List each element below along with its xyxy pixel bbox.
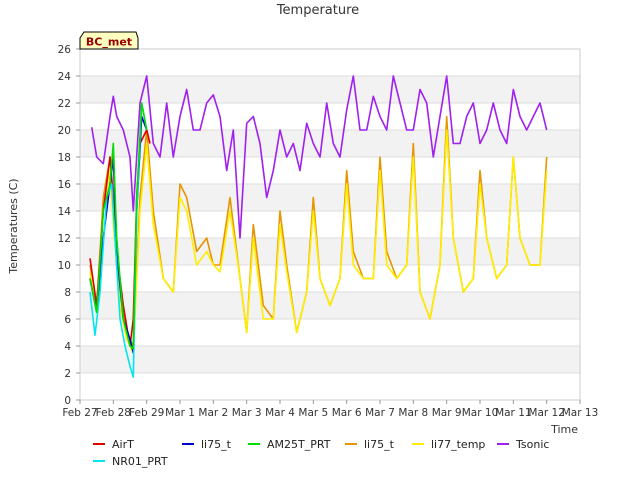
y-tick-label: 10: [58, 260, 71, 272]
legend-label: AirT: [112, 438, 134, 451]
legend-label: NR01_PRT: [112, 455, 168, 468]
y-tick-label: 18: [58, 152, 71, 164]
x-tick-label: Mar 11: [495, 407, 532, 419]
series-line: [90, 75, 548, 239]
grid-band: [80, 265, 580, 292]
y-tick-label: 26: [58, 44, 72, 56]
x-tick-label: Mar 2: [198, 407, 228, 419]
legend-label: li77_temp: [431, 438, 485, 451]
y-tick-label: 14: [58, 206, 72, 218]
y-axis-label: Temperatures (C): [7, 178, 20, 274]
plot-frame: [79, 48, 581, 401]
x-tick-label: Feb 28: [96, 407, 131, 419]
grid-band: [80, 130, 580, 157]
series-line: [89, 102, 148, 350]
legend-label: li75_t: [364, 438, 395, 451]
x-tick-label: Mar 9: [432, 407, 462, 419]
y-tick-label: 12: [58, 233, 71, 245]
x-axis-label: Time: [550, 423, 578, 436]
y-tick-label: 24: [58, 71, 72, 83]
x-tick-label: Mar 5: [298, 407, 328, 419]
grid-band: [80, 373, 580, 400]
x-tick-label: Mar 13: [562, 407, 599, 419]
x-tick-label: Mar 6: [332, 407, 362, 419]
x-tick-label: Mar 7: [365, 407, 395, 419]
grid-band: [80, 346, 580, 373]
chart-title: Temperature: [276, 3, 359, 18]
x-tick-label: Mar 10: [462, 407, 499, 419]
site-badge: BC_met: [79, 31, 139, 50]
grid-band: [80, 211, 580, 238]
x-tick-label: Mar 8: [398, 407, 428, 419]
x-tick-label: Mar 1: [165, 407, 195, 419]
x-tick-label: Feb 27: [62, 407, 97, 419]
grid-band: [80, 157, 580, 184]
legend-label: AM25T_PRT: [267, 438, 331, 451]
y-tick-label: 2: [64, 368, 71, 380]
y-tick-label: 8: [64, 287, 71, 299]
x-tick-label: Mar 4: [265, 407, 295, 419]
grid-band: [80, 49, 580, 76]
y-tick-label: 4: [64, 341, 71, 353]
grid-band: [80, 319, 580, 346]
x-tick-label: Mar 12: [528, 407, 565, 419]
y-tick-label: 20: [58, 125, 71, 137]
series-line: [89, 129, 548, 354]
site-badge-label: BC_met: [86, 36, 132, 49]
chart-legend: AirT li75_t AM25T_PRT li75_t li77_temp Tsonic…: [93, 438, 549, 468]
x-tick-label: Mar 3: [232, 407, 262, 419]
legend-label: li75_t: [201, 438, 232, 451]
y-tick-label: 6: [64, 314, 71, 326]
grid-band: [80, 238, 580, 265]
series-lines: [89, 75, 548, 378]
grid-band: [80, 184, 580, 211]
y-tick-label: 22: [58, 98, 71, 110]
y-tick-label: 16: [58, 179, 72, 191]
legend-label: Tsonic: [515, 438, 549, 451]
x-tick-label: Feb 29: [129, 407, 164, 419]
y-tick-label: 0: [64, 395, 71, 407]
grid-band: [80, 76, 580, 103]
